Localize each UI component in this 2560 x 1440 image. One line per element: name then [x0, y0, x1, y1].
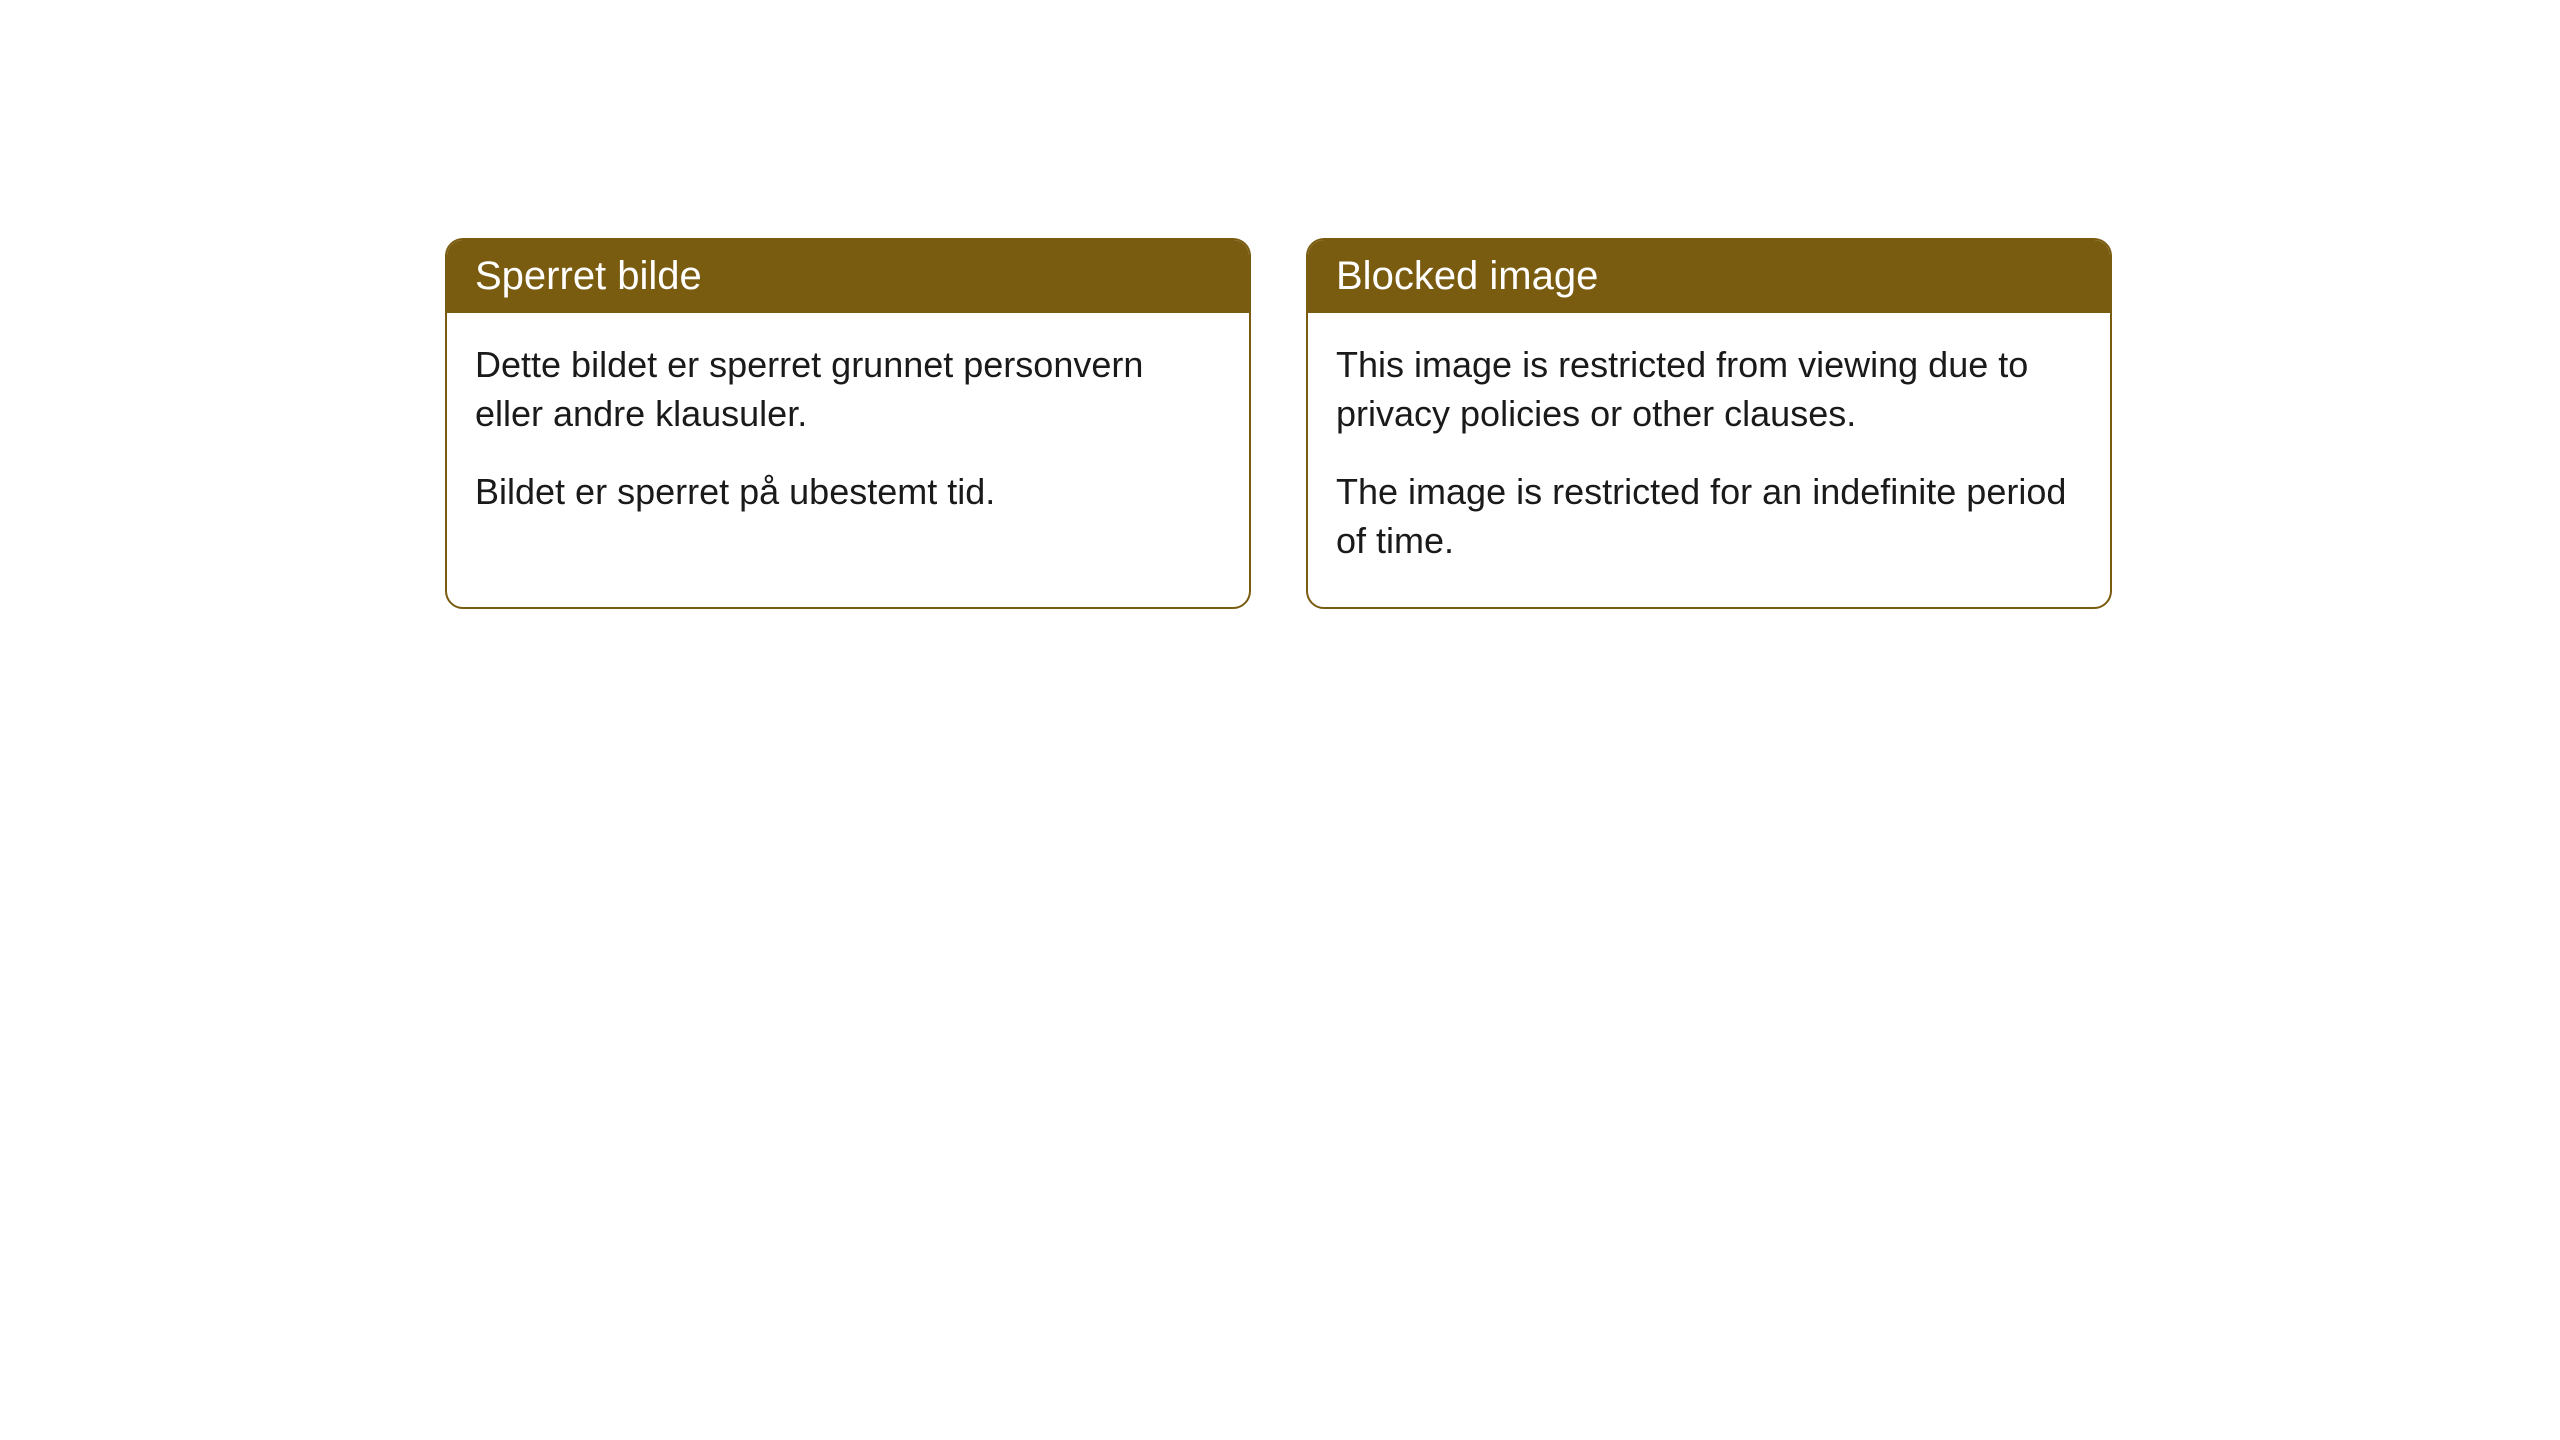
notice-paragraph: Bildet er sperret på ubestemt tid. [475, 468, 1221, 517]
blocked-image-notice-norwegian: Sperret bilde Dette bildet er sperret gr… [445, 238, 1251, 609]
card-header: Sperret bilde [447, 240, 1249, 313]
card-title: Blocked image [1336, 254, 1598, 298]
blocked-image-notice-english: Blocked image This image is restricted f… [1306, 238, 2112, 609]
card-body: Dette bildet er sperret grunnet personve… [447, 313, 1249, 559]
notice-paragraph: Dette bildet er sperret grunnet personve… [475, 341, 1221, 438]
notice-paragraph: This image is restricted from viewing du… [1336, 341, 2082, 438]
notice-paragraph: The image is restricted for an indefinit… [1336, 468, 2082, 565]
notice-cards-container: Sperret bilde Dette bildet er sperret gr… [445, 238, 2560, 609]
card-body: This image is restricted from viewing du… [1308, 313, 2110, 607]
card-title: Sperret bilde [475, 254, 702, 298]
card-header: Blocked image [1308, 240, 2110, 313]
